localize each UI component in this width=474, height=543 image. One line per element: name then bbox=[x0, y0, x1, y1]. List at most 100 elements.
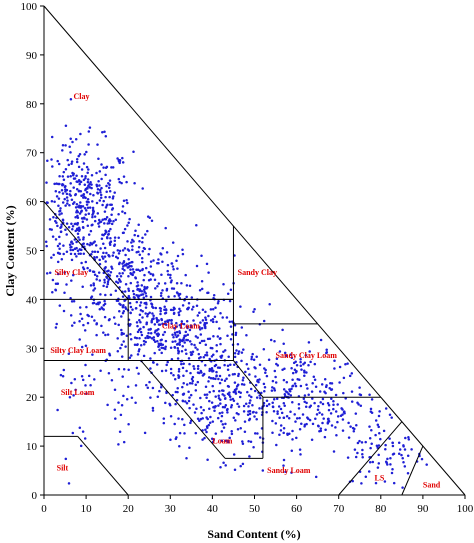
data-point bbox=[95, 322, 99, 325]
data-point bbox=[169, 276, 172, 280]
data-point bbox=[298, 448, 302, 451]
data-point bbox=[342, 391, 345, 395]
data-point bbox=[111, 254, 115, 257]
data-point bbox=[68, 243, 72, 246]
data-point bbox=[122, 260, 126, 263]
data-point bbox=[177, 349, 180, 352]
data-point bbox=[68, 204, 71, 207]
data-point bbox=[73, 377, 77, 381]
data-point bbox=[307, 364, 310, 367]
data-point bbox=[249, 399, 252, 402]
data-point bbox=[137, 372, 140, 375]
data-point bbox=[152, 314, 155, 317]
data-point bbox=[70, 198, 74, 202]
data-point bbox=[300, 422, 303, 426]
data-point bbox=[226, 364, 230, 368]
data-point bbox=[224, 464, 227, 467]
data-point bbox=[229, 288, 233, 291]
data-point bbox=[162, 421, 166, 425]
data-point bbox=[398, 448, 402, 451]
y-tick-label: 80 bbox=[26, 99, 38, 111]
data-point bbox=[57, 204, 60, 208]
data-point bbox=[388, 413, 392, 416]
data-point bbox=[55, 182, 58, 185]
data-point bbox=[136, 353, 140, 356]
data-point bbox=[80, 345, 84, 349]
data-point bbox=[186, 333, 190, 336]
data-point bbox=[74, 206, 78, 209]
data-point bbox=[125, 398, 129, 401]
data-point bbox=[265, 410, 268, 414]
data-point bbox=[80, 261, 83, 265]
data-point bbox=[200, 280, 204, 283]
data-point bbox=[196, 417, 200, 420]
data-point bbox=[321, 397, 325, 401]
data-point bbox=[93, 287, 97, 290]
data-point bbox=[220, 414, 224, 418]
data-point bbox=[250, 355, 254, 359]
data-point bbox=[197, 356, 201, 360]
data-point bbox=[228, 391, 231, 394]
data-point bbox=[151, 312, 154, 315]
data-point bbox=[146, 229, 149, 233]
data-point bbox=[159, 294, 163, 297]
data-point bbox=[96, 212, 100, 215]
data-point bbox=[146, 315, 149, 318]
data-point bbox=[80, 210, 83, 213]
data-point bbox=[290, 471, 293, 474]
data-point bbox=[384, 460, 388, 463]
data-point bbox=[45, 244, 48, 248]
data-point bbox=[131, 245, 134, 248]
data-point bbox=[168, 402, 171, 406]
data-point bbox=[273, 340, 276, 343]
data-point bbox=[84, 213, 87, 216]
data-point bbox=[190, 353, 194, 356]
data-point bbox=[324, 385, 328, 389]
data-point bbox=[157, 282, 161, 285]
data-point bbox=[81, 430, 85, 433]
data-point bbox=[152, 317, 155, 321]
data-point bbox=[285, 414, 289, 418]
data-point bbox=[212, 377, 215, 380]
data-point bbox=[78, 306, 82, 309]
data-point bbox=[234, 419, 237, 422]
data-point bbox=[59, 207, 62, 210]
data-point bbox=[182, 374, 185, 377]
data-point bbox=[390, 416, 393, 419]
data-points bbox=[44, 98, 428, 489]
data-point bbox=[240, 359, 243, 363]
data-point bbox=[147, 271, 151, 274]
data-point bbox=[324, 391, 327, 395]
data-point bbox=[142, 354, 146, 358]
data-point bbox=[100, 237, 104, 240]
data-point bbox=[237, 372, 240, 376]
data-point bbox=[48, 218, 52, 221]
data-point bbox=[177, 367, 181, 371]
data-point bbox=[84, 363, 87, 367]
data-point bbox=[72, 186, 75, 189]
data-point bbox=[215, 320, 218, 324]
data-point bbox=[227, 439, 230, 443]
data-point bbox=[252, 310, 255, 314]
data-point bbox=[307, 393, 310, 397]
data-point bbox=[354, 455, 358, 459]
data-point bbox=[101, 233, 104, 237]
data-point bbox=[99, 369, 102, 373]
data-point bbox=[310, 390, 314, 393]
data-point bbox=[334, 426, 337, 429]
data-point bbox=[58, 191, 61, 194]
data-point bbox=[84, 176, 87, 180]
data-point bbox=[339, 414, 343, 418]
data-point bbox=[293, 413, 296, 416]
y-tick-label: 50 bbox=[26, 246, 38, 258]
data-point bbox=[177, 293, 181, 296]
data-point bbox=[358, 439, 361, 443]
data-point bbox=[63, 197, 66, 201]
data-point bbox=[87, 168, 90, 171]
data-point bbox=[135, 250, 138, 254]
data-point bbox=[93, 250, 97, 253]
data-point bbox=[65, 196, 69, 199]
data-point bbox=[237, 350, 241, 353]
data-point bbox=[79, 444, 83, 448]
data-point bbox=[327, 403, 331, 407]
